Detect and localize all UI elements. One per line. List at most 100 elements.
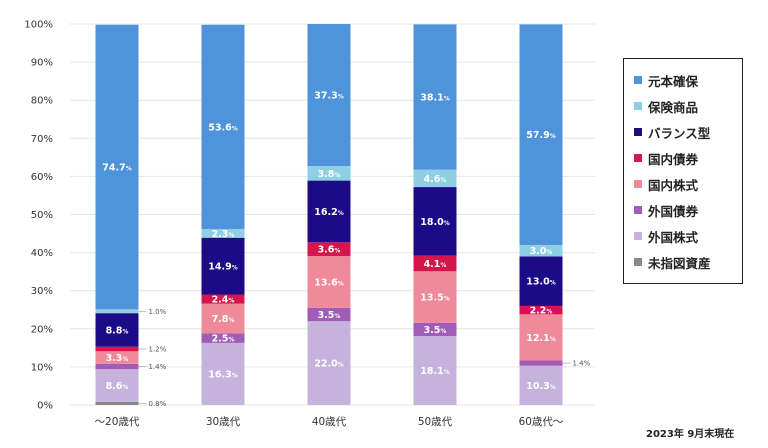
data-label: 3.5% [424,325,447,336]
data-label: 3.0% [530,246,553,257]
legend-swatch [634,102,642,110]
bar-segment [519,314,563,361]
data-label: 1.4% [573,360,591,368]
y-tick-label: 10% [31,362,53,373]
bar-segment [519,365,563,405]
bar-segment [307,166,351,181]
bar-segment [307,321,351,405]
bar-segment [413,24,457,170]
bar-segment [413,322,457,337]
x-tick-label: 30歳代 [206,416,241,428]
data-label: 57.9% [526,130,555,141]
data-label: 7.8% [212,314,235,325]
data-label: 74.7% [102,163,131,174]
legend-label: 国内債券 [648,151,699,167]
data-label: 4.6% [424,174,447,185]
bar-segment [201,24,245,229]
data-label: 13.0% [526,277,555,288]
data-label: 12.1% [526,333,555,344]
x-tick-label: 〜20歳代 [95,416,140,428]
x-tick-label: 50歳代 [418,416,453,428]
data-label: 8.8% [106,325,129,336]
bar-segment [519,244,563,257]
bar-segment [413,255,457,272]
bar-segment [201,237,245,295]
bar-segment [519,305,563,315]
data-label: 2.5% [212,334,235,345]
legend-item: 国内株式 [634,171,732,197]
bar-segment [95,346,139,352]
bar-segment [413,169,457,188]
data-label: 18.1% [420,366,449,377]
legend-label: 保険商品 [648,99,699,115]
data-label: 1.2% [149,345,167,353]
bar-segment [95,24,139,310]
data-label: 53.6% [208,122,237,133]
legend-swatch [634,232,642,240]
bar-segment [201,294,245,304]
y-tick-label: 50% [31,210,53,221]
y-tick-label: 90% [31,58,53,69]
bar-segment [307,180,351,243]
legend-item: 元本確保 [634,67,732,93]
bar-segment [413,187,457,256]
y-tick-label: 0% [37,401,53,412]
data-label: 3.3% [106,353,129,364]
bar-segment [413,271,457,323]
bar-segment [519,24,563,245]
data-label: 37.3% [314,91,343,102]
data-label: 1.4% [149,363,167,371]
legend-swatch [634,128,642,136]
bar-segment [307,307,351,322]
legend-swatch [634,154,642,162]
legend: 元本確保保険商品バランス型国内債券国内株式外国債券外国株式未指図資産 [623,58,743,284]
legend-label: 外国債券 [648,203,699,219]
bar-segment [95,369,139,402]
x-tick-label: 40歳代 [312,416,347,428]
bar-segment [519,256,563,306]
data-label: 8.6% [106,381,129,392]
data-label: 16.3% [208,369,237,380]
bar-segment [95,401,139,405]
data-label: 1.0% [149,308,167,316]
y-tick-label: 70% [31,134,53,145]
data-label: 2.2% [530,306,553,317]
legend-item: バランス型 [634,119,732,145]
bar-segment [95,363,139,370]
bar-segment [95,309,139,314]
data-label: 13.5% [420,292,449,303]
x-axis: 〜20歳代 30歳代 40歳代 50歳代 60歳代〜 [95,416,564,428]
as-of-date-note: 2023年 9月末現在 [646,429,735,440]
data-label: 2.3% [212,229,235,240]
data-label: 10.3% [526,381,555,392]
y-tick-label: 30% [31,286,53,297]
legend-label: 国内株式 [648,177,699,193]
bar-segment [201,303,245,334]
legend-swatch [634,76,642,84]
legend-swatch [634,258,642,266]
y-tick-label: 40% [31,248,53,259]
y-tick-label: 80% [31,96,53,107]
data-label: 38.1% [420,92,449,103]
bar-segment [201,333,245,343]
bar-segment [201,228,245,238]
data-label: 2.4% [212,295,235,306]
data-label: 0.8% [149,400,167,408]
data-label: 14.9% [208,262,237,273]
bars: 0.8% 8.6% 1.4% 3.3% 1.2% 8.8% 1.0% 74.7% 16.3% 2.… [95,24,591,408]
data-label: 3.6% [318,245,341,256]
y-tick-label: 20% [31,324,53,335]
data-label: 13.6% [314,277,343,288]
bar-segment [95,313,139,347]
legend-swatch [634,180,642,188]
y-tick-label: 100% [24,20,53,31]
legend-item: 外国株式 [634,223,732,249]
legend-label: 未指図資産 [648,255,711,271]
data-label: 3.5% [318,310,341,321]
legend-item: 外国債券 [634,197,732,223]
data-label: 22.0% [314,359,343,370]
legend-label: バランス型 [648,125,711,141]
legend-item: 未指図資産 [634,249,732,275]
legend-swatch [634,206,642,214]
